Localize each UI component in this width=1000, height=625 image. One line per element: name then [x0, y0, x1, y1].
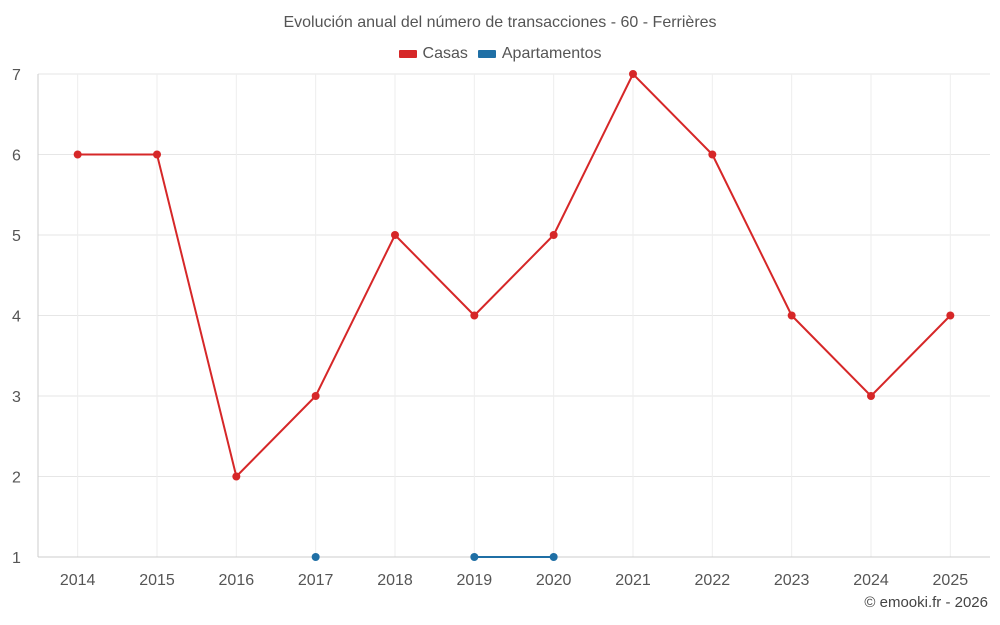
legend-swatch-apartamentos: [477, 50, 496, 58]
y-tick-label: 3: [12, 389, 21, 406]
series-line-casas: [77, 73, 952, 478]
data-point-casas[interactable]: [549, 231, 558, 239]
legend-swatch-casas: [398, 50, 417, 58]
x-tick-label: 2025: [933, 572, 969, 589]
credit-text: © emooki.fr - 2026: [864, 594, 988, 611]
y-tick-label: 6: [12, 148, 21, 165]
legend-item-apartamentos[interactable]: Apartamentos: [477, 45, 602, 63]
data-point-casas[interactable]: [391, 231, 399, 239]
x-tick-label: 2024: [853, 572, 889, 589]
x-tick-label: 2015: [139, 572, 175, 589]
x-tick-label: 2021: [615, 572, 651, 589]
x-tick-label: 2022: [695, 572, 731, 589]
data-point-apartamentos[interactable]: [549, 553, 558, 561]
legend-label-apartamentos: Apartamentos: [501, 45, 602, 62]
x-tick-label: 2016: [219, 572, 255, 589]
y-tick-label: 2: [12, 470, 21, 487]
legend-item-casas[interactable]: Casas: [398, 45, 468, 63]
data-point-casas[interactable]: [867, 392, 875, 400]
x-tick-label: 2017: [298, 572, 334, 589]
data-point-apartamentos[interactable]: [470, 553, 479, 561]
data-point-casas[interactable]: [946, 311, 955, 320]
data-point-casas[interactable]: [629, 70, 637, 78]
y-tick-label: 5: [12, 228, 21, 245]
legend-label-casas: Casas: [422, 45, 468, 62]
data-point-casas[interactable]: [470, 311, 479, 320]
x-tick-label: 2020: [536, 572, 572, 589]
y-tick-label: 1: [12, 550, 21, 567]
data-point-casas[interactable]: [787, 311, 796, 320]
x-tick-label: 2018: [377, 572, 413, 589]
y-tick-label: 7: [12, 67, 21, 84]
y-tick-label: 4: [12, 309, 21, 326]
data-point-casas[interactable]: [708, 150, 717, 159]
x-tick-label: 2019: [457, 572, 493, 589]
data-point-apartamentos[interactable]: [311, 553, 320, 561]
data-point-casas[interactable]: [73, 150, 82, 159]
x-tick-label: 2023: [774, 572, 810, 589]
chart-title: Evolución anual del número de transaccio…: [283, 14, 717, 31]
data-point-casas[interactable]: [311, 392, 320, 400]
chart-legend: Casas Apartamentos: [0, 45, 1000, 63]
data-point-casas[interactable]: [153, 150, 161, 159]
x-tick-label: 2014: [60, 572, 96, 589]
data-point-casas[interactable]: [232, 472, 241, 481]
